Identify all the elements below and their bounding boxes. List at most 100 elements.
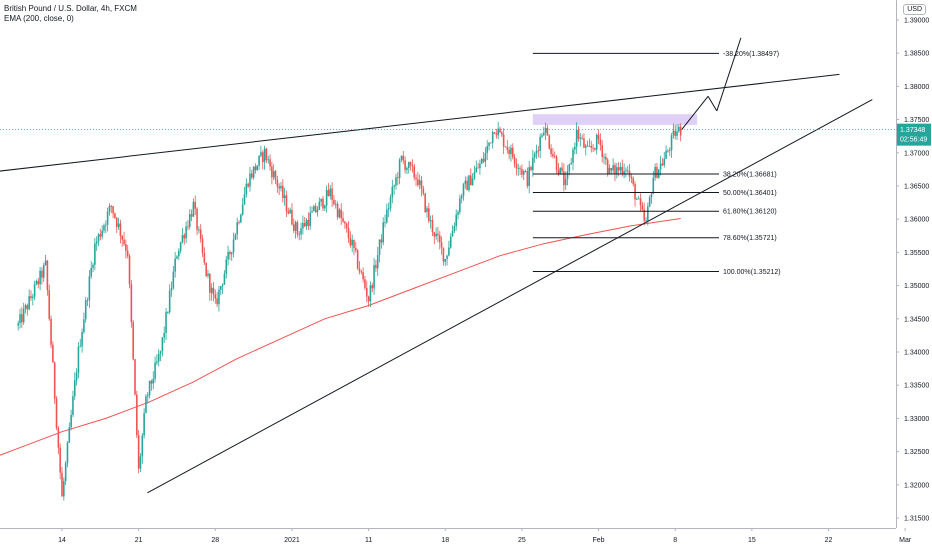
candle[interactable]	[574, 146, 576, 150]
candle[interactable]	[283, 195, 286, 199]
candle[interactable]	[68, 427, 71, 443]
candle[interactable]	[656, 167, 658, 178]
candle[interactable]	[488, 142, 490, 147]
candle[interactable]	[630, 176, 633, 179]
candle[interactable]	[112, 206, 114, 214]
candle[interactable]	[183, 235, 186, 239]
candle[interactable]	[223, 273, 226, 285]
candle[interactable]	[504, 146, 507, 148]
candle[interactable]	[409, 162, 412, 166]
candle[interactable]	[342, 218, 344, 222]
candle[interactable]	[252, 166, 255, 178]
candle[interactable]	[353, 239, 355, 249]
candle[interactable]	[395, 177, 397, 186]
candle[interactable]	[59, 447, 61, 473]
candle[interactable]	[287, 211, 290, 214]
candle[interactable]	[610, 167, 613, 171]
candle[interactable]	[501, 132, 503, 135]
candle[interactable]	[539, 136, 541, 151]
candle[interactable]	[30, 296, 32, 298]
candle[interactable]	[52, 344, 54, 363]
candle[interactable]	[209, 273, 211, 293]
candle[interactable]	[72, 396, 74, 415]
candle[interactable]	[679, 126, 682, 136]
candle[interactable]	[555, 157, 558, 171]
candle[interactable]	[497, 128, 499, 136]
candle[interactable]	[449, 236, 452, 248]
candle[interactable]	[75, 372, 78, 381]
symbol-title[interactable]: British Pound / U.S. Dollar, 4h, FXCM	[4, 4, 137, 13]
candle[interactable]	[355, 248, 357, 251]
candle[interactable]	[375, 265, 377, 269]
candle[interactable]	[418, 180, 421, 185]
candle[interactable]	[168, 290, 171, 313]
candle[interactable]	[663, 158, 666, 166]
candle[interactable]	[464, 180, 467, 185]
candle[interactable]	[519, 168, 521, 170]
candle[interactable]	[24, 305, 27, 309]
candle[interactable]	[389, 197, 392, 209]
candle[interactable]	[639, 198, 642, 206]
candle[interactable]	[282, 185, 284, 199]
candle[interactable]	[92, 264, 94, 269]
candle[interactable]	[137, 435, 140, 469]
candle[interactable]	[276, 179, 279, 187]
candle[interactable]	[90, 268, 92, 277]
candle[interactable]	[212, 287, 215, 295]
candle[interactable]	[634, 184, 636, 200]
candle[interactable]	[428, 208, 430, 222]
currency-button[interactable]: USD	[903, 4, 926, 15]
candle[interactable]	[621, 166, 624, 174]
candle[interactable]	[108, 205, 111, 212]
candle[interactable]	[398, 159, 401, 178]
candle[interactable]	[33, 284, 36, 297]
candle[interactable]	[586, 145, 589, 147]
candle[interactable]	[645, 220, 647, 222]
candle[interactable]	[205, 262, 207, 276]
candle[interactable]	[336, 203, 339, 218]
candle[interactable]	[407, 162, 410, 169]
candle[interactable]	[391, 186, 394, 198]
candle[interactable]	[617, 167, 620, 171]
candle[interactable]	[553, 156, 556, 158]
candle[interactable]	[387, 208, 390, 210]
candle[interactable]	[417, 179, 419, 185]
candle[interactable]	[479, 163, 481, 169]
candle[interactable]	[115, 217, 118, 227]
candle[interactable]	[552, 153, 554, 157]
candle[interactable]	[32, 296, 34, 298]
candle[interactable]	[66, 442, 69, 464]
candle[interactable]	[28, 296, 30, 310]
candle[interactable]	[499, 128, 501, 133]
candle[interactable]	[230, 252, 233, 255]
candle[interactable]	[278, 186, 280, 189]
candle[interactable]	[161, 337, 164, 352]
candle[interactable]	[491, 132, 494, 143]
candle[interactable]	[141, 435, 144, 457]
candle[interactable]	[647, 206, 649, 221]
candle[interactable]	[579, 137, 582, 139]
candle[interactable]	[243, 194, 246, 205]
candle[interactable]	[362, 272, 364, 280]
candle[interactable]	[601, 145, 603, 157]
candle[interactable]	[650, 193, 653, 198]
candle[interactable]	[577, 129, 580, 139]
candle[interactable]	[533, 153, 536, 158]
candle[interactable]	[429, 220, 432, 222]
candle[interactable]	[612, 165, 614, 171]
candle[interactable]	[260, 152, 262, 156]
candle[interactable]	[324, 205, 326, 209]
candle[interactable]	[616, 167, 618, 175]
candle[interactable]	[583, 138, 585, 148]
projection-leg-1[interactable]	[681, 95, 709, 130]
candle[interactable]	[369, 285, 372, 302]
candle[interactable]	[267, 159, 270, 161]
candle[interactable]	[442, 247, 445, 262]
candle[interactable]	[136, 394, 138, 436]
candle[interactable]	[145, 396, 147, 414]
candle[interactable]	[55, 398, 58, 428]
candle[interactable]	[490, 142, 492, 144]
candle[interactable]	[188, 214, 191, 228]
candle[interactable]	[437, 233, 439, 236]
candle[interactable]	[513, 157, 516, 164]
